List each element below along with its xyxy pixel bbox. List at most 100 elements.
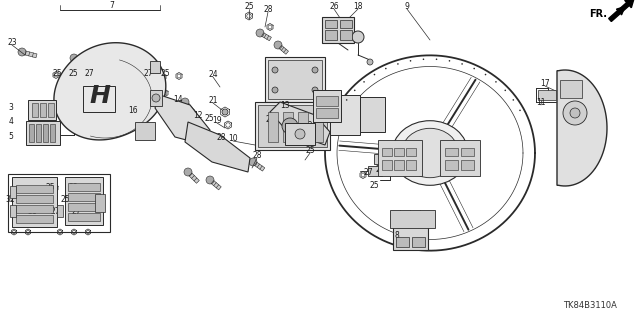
Polygon shape — [276, 44, 289, 54]
Bar — [50, 124, 55, 142]
Text: 13: 13 — [280, 100, 290, 109]
Bar — [26, 121, 60, 145]
Bar — [285, 123, 315, 145]
Circle shape — [192, 116, 200, 124]
Text: 25: 25 — [52, 68, 62, 77]
Text: 32: 32 — [5, 196, 15, 204]
Polygon shape — [209, 179, 221, 190]
Circle shape — [346, 99, 348, 101]
Text: 24: 24 — [208, 69, 218, 78]
Text: 28: 28 — [216, 132, 226, 141]
Bar — [378, 140, 422, 176]
Circle shape — [563, 101, 587, 125]
Circle shape — [206, 176, 214, 184]
Bar — [265, 57, 325, 102]
Bar — [68, 203, 100, 211]
Text: 28: 28 — [252, 150, 262, 159]
Bar — [406, 160, 416, 170]
Circle shape — [364, 81, 365, 83]
Bar — [48, 103, 54, 117]
Circle shape — [570, 108, 580, 118]
Bar — [83, 86, 115, 112]
Bar — [36, 124, 41, 142]
Bar — [316, 96, 338, 106]
Ellipse shape — [401, 128, 458, 178]
Bar — [445, 148, 458, 156]
Bar — [68, 193, 100, 201]
Circle shape — [274, 41, 282, 49]
Polygon shape — [54, 43, 166, 140]
Text: FR.: FR. — [589, 9, 607, 19]
Text: 9: 9 — [404, 2, 410, 11]
Circle shape — [272, 67, 278, 73]
Circle shape — [256, 29, 264, 37]
Text: 25: 25 — [60, 196, 70, 204]
Polygon shape — [74, 56, 88, 65]
Text: 20: 20 — [265, 115, 275, 124]
Text: 27: 27 — [71, 207, 81, 217]
Polygon shape — [22, 50, 37, 58]
Bar — [298, 112, 308, 142]
Bar — [368, 166, 382, 176]
Polygon shape — [187, 171, 199, 183]
Bar — [57, 205, 63, 217]
Circle shape — [513, 99, 514, 101]
Bar — [325, 30, 337, 40]
Text: 12: 12 — [193, 110, 203, 119]
Ellipse shape — [392, 121, 468, 185]
Circle shape — [211, 141, 219, 149]
Text: 7: 7 — [109, 1, 115, 10]
Bar — [150, 90, 162, 106]
Bar — [10, 186, 16, 198]
Text: 25: 25 — [68, 68, 78, 77]
Polygon shape — [184, 101, 197, 116]
Bar — [440, 140, 480, 176]
Circle shape — [422, 59, 424, 60]
Bar — [394, 160, 404, 170]
Text: 27: 27 — [363, 167, 373, 177]
Bar — [150, 61, 160, 73]
Text: TK84B3110A: TK84B3110A — [563, 301, 617, 310]
Circle shape — [282, 118, 298, 134]
Bar — [283, 112, 293, 142]
Text: 5: 5 — [8, 132, 13, 140]
Bar — [360, 97, 385, 132]
Text: 27: 27 — [84, 68, 94, 77]
Bar — [393, 225, 428, 250]
Bar — [374, 154, 392, 164]
Bar — [325, 20, 337, 28]
Circle shape — [352, 31, 364, 43]
Text: 4: 4 — [8, 116, 13, 125]
Text: 17: 17 — [540, 78, 550, 87]
Text: 19: 19 — [212, 116, 222, 124]
Text: 11: 11 — [536, 98, 546, 107]
Text: 28: 28 — [263, 4, 273, 13]
Circle shape — [312, 87, 318, 93]
Text: 25: 25 — [160, 68, 170, 77]
Circle shape — [295, 129, 305, 139]
Text: 6: 6 — [316, 106, 321, 115]
Bar — [28, 100, 56, 120]
Circle shape — [152, 94, 160, 102]
Circle shape — [367, 59, 373, 65]
Bar — [330, 95, 360, 135]
Bar — [65, 177, 103, 225]
Circle shape — [184, 168, 192, 176]
Bar — [412, 237, 425, 247]
Bar — [390, 210, 435, 228]
Text: 10: 10 — [228, 133, 238, 142]
Circle shape — [504, 90, 506, 91]
Bar — [406, 148, 416, 156]
Text: 2: 2 — [376, 164, 380, 173]
Bar — [340, 20, 352, 28]
Circle shape — [495, 81, 497, 83]
Text: 8: 8 — [395, 230, 399, 239]
Text: 27: 27 — [328, 94, 338, 103]
Bar — [268, 60, 322, 99]
Circle shape — [339, 109, 341, 111]
Circle shape — [249, 158, 257, 166]
Text: 21: 21 — [208, 95, 218, 105]
Bar — [268, 112, 278, 142]
Text: 16: 16 — [128, 106, 138, 115]
Bar — [43, 124, 48, 142]
